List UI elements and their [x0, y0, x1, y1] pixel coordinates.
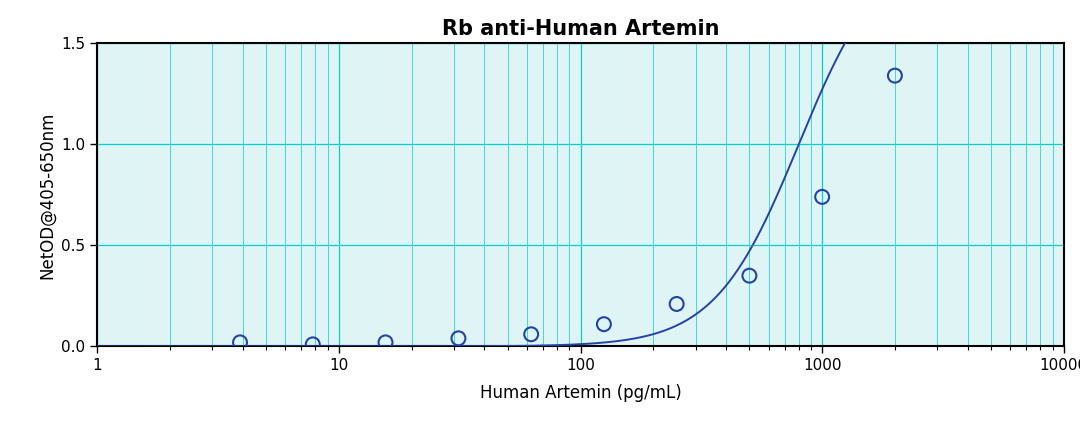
Point [523, 331, 540, 338]
X-axis label: Human Artemin (pg/mL): Human Artemin (pg/mL) [480, 385, 681, 402]
Y-axis label: NetOD@405-650nm: NetOD@405-650nm [38, 111, 56, 278]
Point [887, 72, 904, 79]
Point [813, 194, 831, 200]
Title: Rb anti-Human Artemin: Rb anti-Human Artemin [442, 19, 719, 39]
Point [595, 321, 612, 328]
Point [377, 339, 394, 346]
Point [305, 341, 322, 348]
Point [669, 301, 686, 307]
Point [449, 335, 467, 342]
Point [231, 339, 248, 346]
Point [741, 272, 758, 279]
